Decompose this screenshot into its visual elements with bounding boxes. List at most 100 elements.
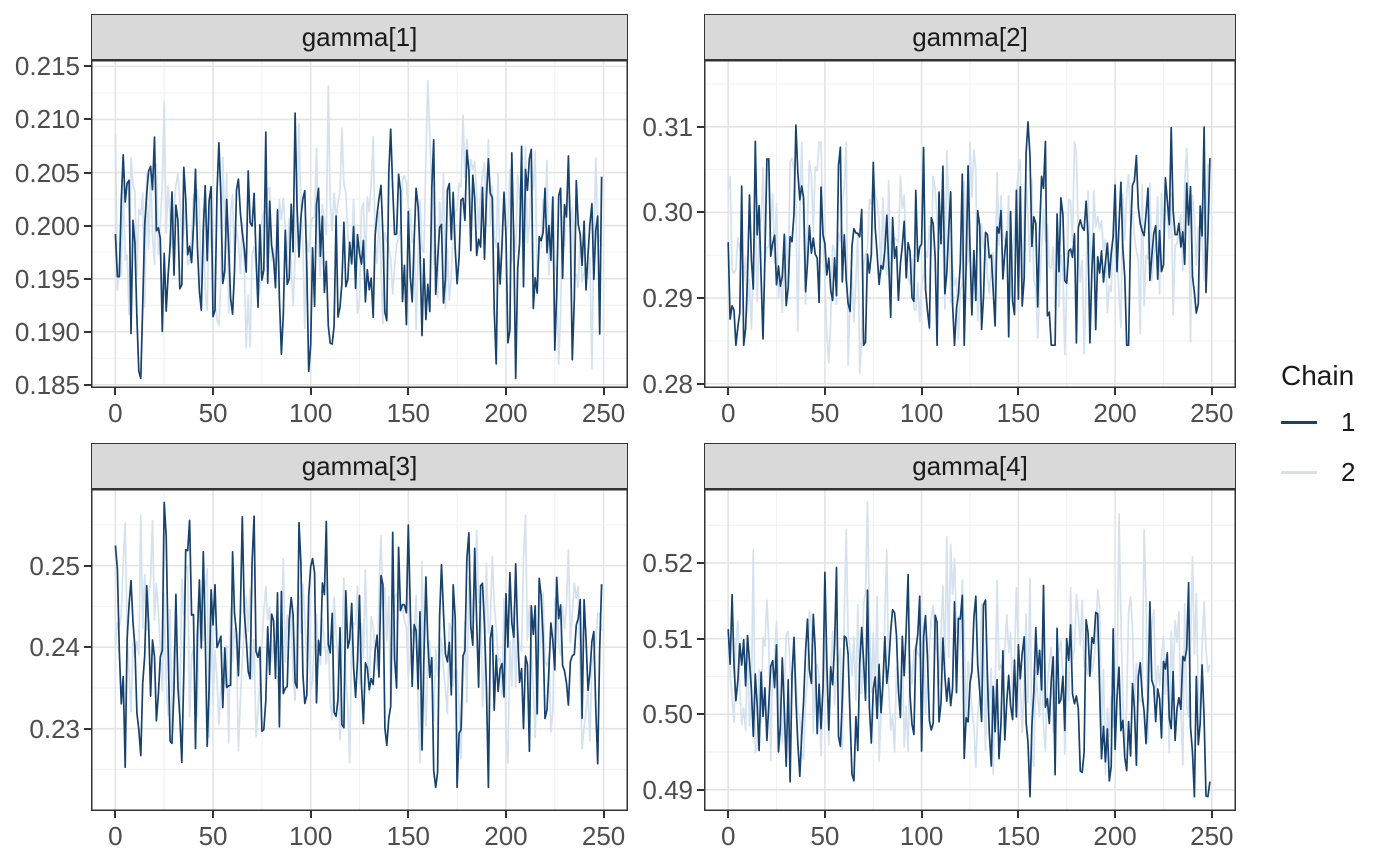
x-tick-mark <box>212 388 215 395</box>
x-tick-label: 50 <box>810 821 840 851</box>
x-tick-mark <box>504 388 507 395</box>
x-tick-label: 200 <box>484 821 528 851</box>
x-tick-label: 100 <box>899 398 944 428</box>
y-tick-label: 0.195 <box>14 263 80 294</box>
x-tick-mark <box>114 388 117 395</box>
y-tick-label: 0.185 <box>14 369 80 400</box>
y-tick-label: 0.31 <box>642 111 693 142</box>
y-tick-label: 0.25 <box>29 550 80 581</box>
x-tick-label: 100 <box>288 821 333 851</box>
trace-panel-gamma-3 <box>91 489 628 811</box>
trace-line-chain-1 <box>727 120 1211 347</box>
trace-line-chain-1 <box>727 566 1211 798</box>
x-tick-mark <box>920 388 923 395</box>
y-tick-mark <box>697 788 704 791</box>
y-tick-label: 0.51 <box>642 623 693 654</box>
y-tick-label: 0.23 <box>29 713 80 744</box>
x-tick-mark <box>212 811 215 818</box>
x-tick-mark <box>114 811 117 818</box>
x-tick-label: 250 <box>581 821 626 851</box>
x-tick-mark <box>309 388 312 395</box>
x-tick-mark <box>823 811 826 818</box>
x-tick-label: 150 <box>996 398 1041 428</box>
y-tick-label: 0.49 <box>642 774 693 805</box>
y-tick-mark <box>84 171 91 174</box>
legend-item-label-chain-2: 2 <box>1341 456 1356 487</box>
y-tick-mark <box>84 277 91 280</box>
x-tick-mark <box>309 811 312 818</box>
x-tick-mark <box>1017 388 1020 395</box>
x-tick-mark <box>407 811 410 818</box>
x-tick-label: 0 <box>108 398 123 428</box>
y-tick-label: 0.24 <box>29 632 80 663</box>
legend-line-swatch-chain-1 <box>1281 420 1317 424</box>
y-tick-mark <box>84 118 91 121</box>
x-tick-label: 100 <box>288 398 333 428</box>
legend: Chain 1 2 <box>1281 360 1355 492</box>
trace-panel-gamma-2 <box>704 60 1236 388</box>
x-tick-label: 200 <box>1093 821 1137 851</box>
y-tick-mark <box>697 713 704 716</box>
y-tick-label: 0.205 <box>14 157 80 188</box>
y-tick-mark <box>84 727 91 730</box>
x-tick-mark <box>823 388 826 395</box>
x-tick-label: 100 <box>899 821 944 851</box>
x-tick-label: 50 <box>198 821 228 851</box>
facet-strip-title: gamma[3] <box>301 450 418 481</box>
y-tick-label: 0.190 <box>14 316 80 347</box>
y-tick-label: 0.200 <box>14 210 80 241</box>
x-tick-label: 200 <box>1093 398 1137 428</box>
facet-strip-gamma-3: gamma[3] <box>91 443 628 489</box>
y-tick-label: 0.28 <box>642 368 693 399</box>
y-tick-label: 0.30 <box>642 197 693 228</box>
facet-strip-title: gamma[2] <box>912 21 1028 52</box>
y-tick-label: 0.29 <box>642 283 693 314</box>
x-tick-mark <box>1210 388 1213 395</box>
x-tick-mark <box>1114 811 1117 818</box>
x-tick-label: 200 <box>484 398 528 428</box>
x-tick-mark <box>727 388 730 395</box>
x-tick-mark <box>1017 811 1020 818</box>
x-tick-mark <box>1114 388 1117 395</box>
x-tick-label: 150 <box>996 821 1041 851</box>
x-tick-mark <box>602 388 605 395</box>
y-tick-label: 0.210 <box>14 104 80 135</box>
trace-panel-gamma-4 <box>704 489 1236 811</box>
legend-item-label-chain-1: 1 <box>1341 406 1356 437</box>
x-tick-label: 0 <box>720 398 736 428</box>
trace-panel-gamma-1 <box>91 60 628 388</box>
legend-item-chain-2: 2 <box>1281 452 1355 492</box>
x-tick-label: 0 <box>108 821 123 851</box>
y-tick-mark <box>84 383 91 386</box>
facet-strip-gamma-2: gamma[2] <box>704 14 1236 60</box>
facet-strip-gamma-4: gamma[4] <box>704 443 1236 489</box>
x-tick-label: 250 <box>1190 398 1234 428</box>
facet-strip-gamma-1: gamma[1] <box>91 14 628 60</box>
x-tick-label: 150 <box>386 821 430 851</box>
y-tick-mark <box>84 65 91 68</box>
x-tick-label: 250 <box>581 398 626 428</box>
x-tick-mark <box>504 811 507 818</box>
y-tick-mark <box>697 125 704 128</box>
y-tick-mark <box>697 637 704 640</box>
trace-line-chain-1 <box>114 501 603 789</box>
y-tick-label: 0.215 <box>14 51 80 82</box>
legend-item-chain-1: 1 <box>1281 402 1355 442</box>
legend-title: Chain <box>1281 360 1355 391</box>
y-tick-mark <box>84 564 91 567</box>
facet-strip-title: gamma[1] <box>301 21 418 52</box>
x-tick-label: 0 <box>720 821 736 851</box>
y-tick-label: 0.50 <box>642 699 693 730</box>
facet-strip-title: gamma[4] <box>912 450 1028 481</box>
y-tick-mark <box>697 382 704 385</box>
y-tick-mark <box>84 330 91 333</box>
y-tick-mark <box>697 211 704 214</box>
x-tick-label: 250 <box>1190 821 1234 851</box>
y-tick-mark <box>697 562 704 565</box>
y-tick-mark <box>84 646 91 649</box>
y-tick-mark <box>84 224 91 227</box>
x-tick-label: 150 <box>386 398 430 428</box>
x-tick-mark <box>727 811 730 818</box>
x-tick-label: 50 <box>198 398 228 428</box>
